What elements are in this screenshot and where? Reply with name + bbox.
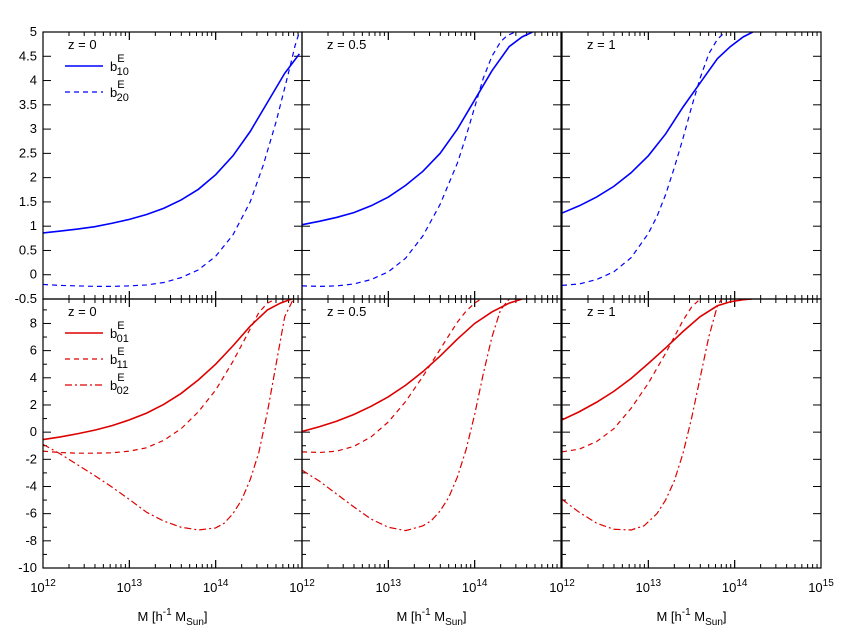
x-axis-title: M [h-1 MSun] <box>656 607 726 628</box>
curve-b20 <box>562 32 726 287</box>
x-tick-label: 1012 <box>289 578 315 595</box>
x-axis-title: M [h-1 MSun] <box>396 607 466 628</box>
panel-frame <box>561 298 822 569</box>
curve-b01 <box>302 299 523 433</box>
curve-b02 <box>562 299 723 531</box>
x-tick-label: 1015 <box>808 578 834 595</box>
curve-b01 <box>562 299 752 421</box>
panel-title: z = 0 <box>68 304 97 319</box>
panel-top-3: z = 1 <box>561 31 822 300</box>
y-tick-label: -6 <box>25 506 37 521</box>
curve-b20 <box>302 32 516 287</box>
curve-b02 <box>302 299 510 532</box>
y-tick-label: 0.5 <box>19 242 37 257</box>
panel-title: z = 1 <box>587 304 616 319</box>
curve-b10 <box>43 53 301 234</box>
panel-top-2: z = 0.5 <box>301 31 562 300</box>
y-tick-label: 2.5 <box>19 145 37 160</box>
legend-label-b20: bE 20 <box>110 79 129 104</box>
y-tick-label: -8 <box>25 533 37 548</box>
panel-frame <box>301 31 562 300</box>
y-tick-label: -2 <box>25 451 37 466</box>
y-tick-label: 3.5 <box>19 97 37 112</box>
x-tick-label: 1014 <box>462 578 488 595</box>
panel-frame <box>561 31 822 300</box>
y-tick-label: 0 <box>30 267 37 282</box>
y-tick-label: -4 <box>25 478 37 493</box>
panel-title: z = 1 <box>587 37 616 52</box>
panel-bottom-3: z = 1 <box>561 298 822 569</box>
x-axis-title: M [h-1 MSun] <box>137 607 207 628</box>
y-tick-label: 2 <box>30 170 37 185</box>
curve-b20 <box>43 32 300 287</box>
y-tick-label: 1.5 <box>19 194 37 209</box>
x-tick-label: 1014 <box>722 578 748 595</box>
x-tick-label: 1012 <box>549 578 575 595</box>
y-tick-label: 4 <box>30 73 37 88</box>
x-tick-label: 1012 <box>30 578 56 595</box>
curve-b10 <box>562 32 754 214</box>
panel-title: z = 0.5 <box>327 304 366 319</box>
y-tick-label: 1 <box>30 218 37 233</box>
y-tick-label: -0.5 <box>15 291 37 306</box>
x-tick-label: 1013 <box>117 578 143 595</box>
panel-title: z = 0.5 <box>327 37 366 52</box>
y-tick-label: 3 <box>30 121 37 136</box>
panel-bottom-2: z = 0.5 <box>301 298 562 569</box>
panel-frame <box>301 298 562 569</box>
legend-label-b11: bE 11 <box>110 346 128 371</box>
curve-b11 <box>302 299 484 454</box>
legend-label-b02: bE 02 <box>110 372 129 397</box>
curve-b11 <box>562 299 701 453</box>
y-tick-label: 2 <box>30 397 37 412</box>
panel-title: z = 0 <box>68 37 97 52</box>
y-tick-label: 6 <box>30 343 37 358</box>
y-tick-label: -10 <box>18 560 37 575</box>
curve-b11 <box>43 299 277 454</box>
x-tick-label: 1013 <box>376 578 402 595</box>
curve-b02 <box>43 299 294 531</box>
curve-b10 <box>302 32 533 226</box>
y-tick-label: 0 <box>30 424 37 439</box>
y-tick-label: 4 <box>30 370 37 385</box>
x-tick-label: 1013 <box>636 578 662 595</box>
x-tick-label: 1014 <box>203 578 229 595</box>
curve-b01 <box>43 299 292 441</box>
legend-label-b01: bE 01 <box>110 320 129 345</box>
legend-label-b10: bE 10 <box>110 53 129 78</box>
y-tick-label: 4.5 <box>19 48 37 63</box>
y-tick-label: 5 <box>30 24 37 39</box>
y-tick-label: 8 <box>30 315 37 330</box>
